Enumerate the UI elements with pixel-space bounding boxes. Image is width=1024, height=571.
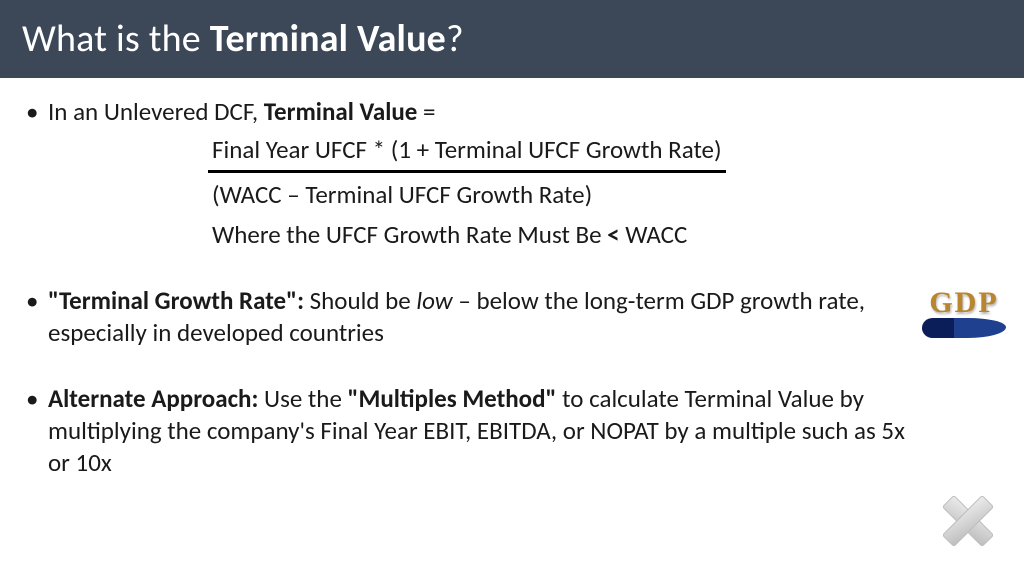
constraint-post: WACC bbox=[620, 219, 688, 250]
title-bar: What is the Terminal Value? bbox=[0, 0, 1024, 78]
bullet1-lead: In an Unlevered DCF, bbox=[48, 96, 264, 127]
bullet3-mid1: Use the bbox=[258, 383, 347, 414]
slide-title: What is the Terminal Value? bbox=[22, 16, 464, 62]
gdp-text: GDP bbox=[918, 286, 1010, 320]
bullet2-italic: low bbox=[416, 285, 452, 316]
bullet1-tail: = bbox=[417, 96, 435, 127]
title-pre: What is the bbox=[22, 16, 210, 62]
slide-body: In an Unlevered DCF, Terminal Value = Fi… bbox=[0, 78, 1024, 479]
formula-denominator: (WACC – Terminal UFCF Growth Rate) bbox=[208, 179, 998, 211]
australia-flag-icon bbox=[922, 318, 954, 338]
slide: What is the Terminal Value? In an Unleve… bbox=[0, 0, 1024, 571]
australia-map-icon bbox=[922, 318, 1006, 338]
title-post: ? bbox=[446, 16, 464, 62]
formula-fraction: Final Year UFCF * (1 + Terminal UFCF Gro… bbox=[208, 134, 998, 177]
bullet2-bold-lead: "Terminal Growth Rate": bbox=[48, 285, 304, 316]
constraint-op: < bbox=[607, 219, 619, 250]
gdp-icon: GDP bbox=[918, 286, 1010, 350]
bullet-alternate: Alternate Approach: Use the "Multiples M… bbox=[26, 383, 998, 479]
bullet3-bold-mid: "Multiples Method" bbox=[348, 383, 557, 414]
bullet-list: In an Unlevered DCF, Terminal Value = Fi… bbox=[26, 96, 998, 479]
bullet-growth-rate: "Terminal Growth Rate": Should be low – … bbox=[26, 285, 998, 349]
title-bold: Terminal Value bbox=[210, 16, 446, 62]
formula-numerator: Final Year UFCF * (1 + Terminal UFCF Gro… bbox=[208, 134, 726, 173]
formula-block: Final Year UFCF * (1 + Terminal UFCF Gro… bbox=[208, 134, 998, 251]
multiply-x-icon bbox=[936, 489, 1000, 553]
formula-constraint: Where the UFCF Growth Rate Must Be < WAC… bbox=[208, 219, 998, 251]
bullet3-bold-lead: Alternate Approach: bbox=[48, 383, 258, 414]
bullet1-bold: Terminal Value bbox=[264, 96, 418, 127]
bullet2-mid1: Should be bbox=[304, 285, 416, 316]
constraint-pre: Where the UFCF Growth Rate Must Be bbox=[212, 219, 607, 250]
bullet-formula: In an Unlevered DCF, Terminal Value = Fi… bbox=[26, 96, 998, 251]
